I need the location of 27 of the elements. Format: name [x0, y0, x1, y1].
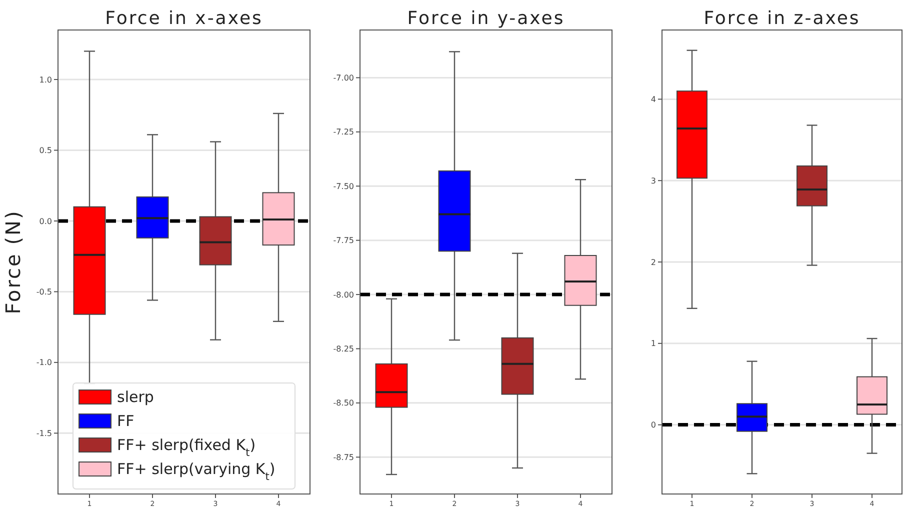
y-tick-label: 4 — [650, 94, 656, 104]
legend-label: FF+ slerp(varying K$_{t}$) — [117, 460, 276, 483]
y-tick-label: -8.50 — [333, 398, 354, 408]
legend-label: FF — [117, 412, 134, 430]
y-tick-label: -1.5 — [36, 428, 52, 438]
chart-title: Force in y-axes — [407, 8, 565, 29]
y-tick-label: 0 — [650, 420, 656, 430]
y-tick-label: -7.25 — [333, 128, 354, 137]
y-tick-label: 3 — [650, 176, 656, 186]
y-tick-label: 2 — [650, 258, 656, 267]
chart-title: Force in z-axes — [704, 8, 860, 29]
y-tick-label: -7.75 — [333, 236, 354, 246]
legend-label: slerp — [117, 388, 154, 406]
y-tick-label: 1 — [650, 339, 656, 348]
y-tick-label: -8.00 — [333, 290, 354, 300]
y-tick-label: -0.5 — [36, 288, 52, 297]
y-axis-title: Force (N) — [1, 210, 25, 314]
chart-title: Force in x-axes — [105, 8, 263, 29]
y-tick-label: -8.75 — [333, 452, 354, 462]
legend-label: FF+ slerp(fixed K$_{t}$) — [117, 436, 256, 459]
y-tick-label: -1.0 — [36, 358, 52, 368]
y-tick-label: -7.00 — [333, 74, 354, 82]
y-tick-label: 0.0 — [39, 216, 52, 226]
y-tick-label: 1.0 — [39, 75, 52, 84]
y-tick-label: 0.5 — [39, 146, 52, 156]
y-tick-label: -8.25 — [333, 344, 354, 354]
y-tick-label: -7.50 — [333, 182, 354, 191]
